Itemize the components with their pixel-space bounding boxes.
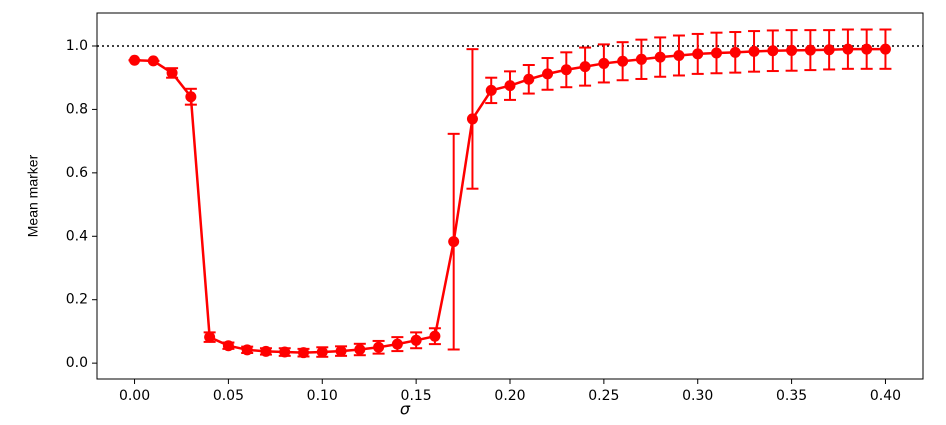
y-tick-label: 0.8: [66, 101, 88, 117]
point: [391, 338, 403, 350]
y-tick-label: 0.0: [66, 355, 88, 371]
point: [598, 57, 610, 69]
point: [804, 44, 816, 56]
y-tick-label: 0.6: [66, 165, 88, 181]
y-axis-label: Mean marker: [25, 154, 41, 237]
point: [485, 84, 497, 96]
x-tick-label: 0.20: [494, 388, 525, 404]
point: [748, 45, 760, 57]
point: [166, 67, 178, 79]
point: [241, 344, 253, 356]
point: [654, 51, 666, 63]
point: [523, 73, 535, 85]
x-tick-label: 0.00: [119, 388, 150, 404]
point: [504, 80, 516, 92]
x-tick-label: 0.25: [588, 388, 619, 404]
point: [316, 346, 328, 358]
point: [579, 61, 591, 73]
x-tick-label: 0.40: [870, 388, 901, 404]
point: [617, 55, 629, 67]
x-tick-label: 0.15: [401, 388, 432, 404]
point: [635, 53, 647, 65]
y-tick-label: 1.0: [66, 38, 88, 54]
point: [542, 68, 554, 80]
point: [429, 330, 441, 342]
point: [279, 346, 291, 358]
point: [373, 341, 385, 353]
point: [204, 331, 216, 343]
y-tick-label: 0.2: [66, 292, 88, 308]
point: [711, 47, 722, 59]
x-tick-label: 0.10: [307, 388, 338, 404]
point: [298, 347, 309, 359]
point: [448, 236, 460, 248]
point: [842, 43, 854, 55]
point: [185, 91, 197, 103]
point: [354, 344, 366, 356]
point: [560, 64, 572, 76]
point: [129, 54, 141, 66]
point: [823, 44, 835, 56]
x-tick-label: 0.30: [682, 388, 713, 404]
point: [335, 345, 347, 357]
point: [729, 46, 741, 58]
point: [260, 345, 272, 357]
plot-frame: [96, 12, 924, 380]
x-tick-label: 0.35: [776, 388, 807, 404]
point: [692, 48, 704, 60]
point: [767, 45, 779, 57]
point: [222, 340, 234, 352]
x-tick-label: 0.05: [213, 388, 244, 404]
point: [786, 44, 798, 56]
point: [410, 334, 422, 346]
point: [673, 49, 685, 61]
point: [466, 113, 478, 125]
x-axis-label: σ: [400, 400, 411, 419]
point: [879, 43, 891, 55]
point: [147, 55, 159, 67]
point: [861, 43, 873, 55]
y-tick-label: 0.4: [66, 228, 88, 244]
